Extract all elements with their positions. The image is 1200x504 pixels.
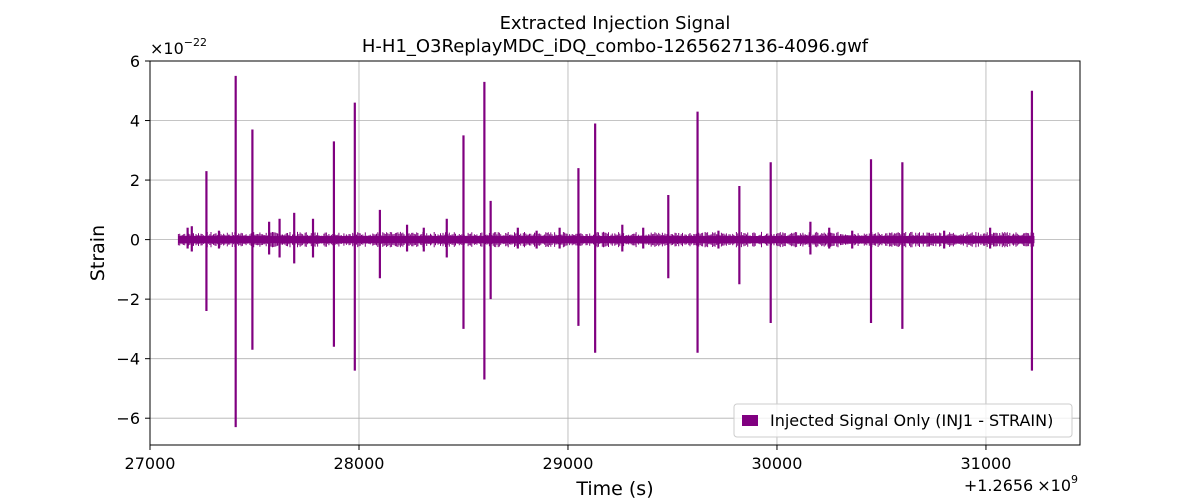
- axes-frame: [149, 60, 1081, 446]
- x-tick-label: 29000: [543, 454, 594, 473]
- y-multiplier-exponent: −22: [184, 36, 207, 49]
- legend-frame: [733, 403, 1073, 438]
- y-tick-label: 0: [130, 231, 140, 250]
- y-tick-label: −2: [116, 290, 140, 309]
- y-axis-label: Strain: [87, 225, 109, 281]
- legend-label: Injected Signal Only (INJ1 - STRAIN): [770, 411, 1053, 430]
- y-multiplier-base: ×10: [150, 39, 184, 58]
- x-tick-label: 31000: [961, 454, 1012, 473]
- y-tick-label: −6: [116, 409, 140, 428]
- tick-layer: 27000 28000 29000 30000 31000 −6 −4 −2 0 2 4 6: [116, 52, 1011, 473]
- chart-title: Extracted Injection Signal: [500, 13, 731, 34]
- x-offset-times: ×10: [1037, 476, 1071, 495]
- y-tick-label: 2: [130, 171, 140, 190]
- x-tick-label: 28000: [334, 454, 385, 473]
- x-tick-label: 30000: [752, 454, 803, 473]
- y-tick-label: 4: [130, 112, 140, 131]
- legend-swatch: [742, 415, 758, 426]
- chart-subtitle: H-H1_O3ReplayMDC_iDQ_combo-1265627136-40…: [362, 36, 869, 57]
- x-offset-exponent: 9: [1071, 473, 1078, 486]
- y-tick-label: −4: [116, 350, 140, 369]
- signal-noise: [177, 231, 1035, 248]
- plot-area: [177, 75, 1035, 428]
- x-offset-base: +1.2656: [964, 476, 1033, 495]
- legend: Injected Signal Only (INJ1 - STRAIN): [733, 403, 1073, 438]
- x-axis-label: Time (s): [575, 478, 653, 500]
- y-tick-label: 6: [130, 52, 140, 71]
- y-multiplier-label: ×10−22: [150, 36, 207, 58]
- x-offset-label: +1.2656 ×109: [964, 473, 1078, 495]
- x-tick-label: 27000: [125, 454, 176, 473]
